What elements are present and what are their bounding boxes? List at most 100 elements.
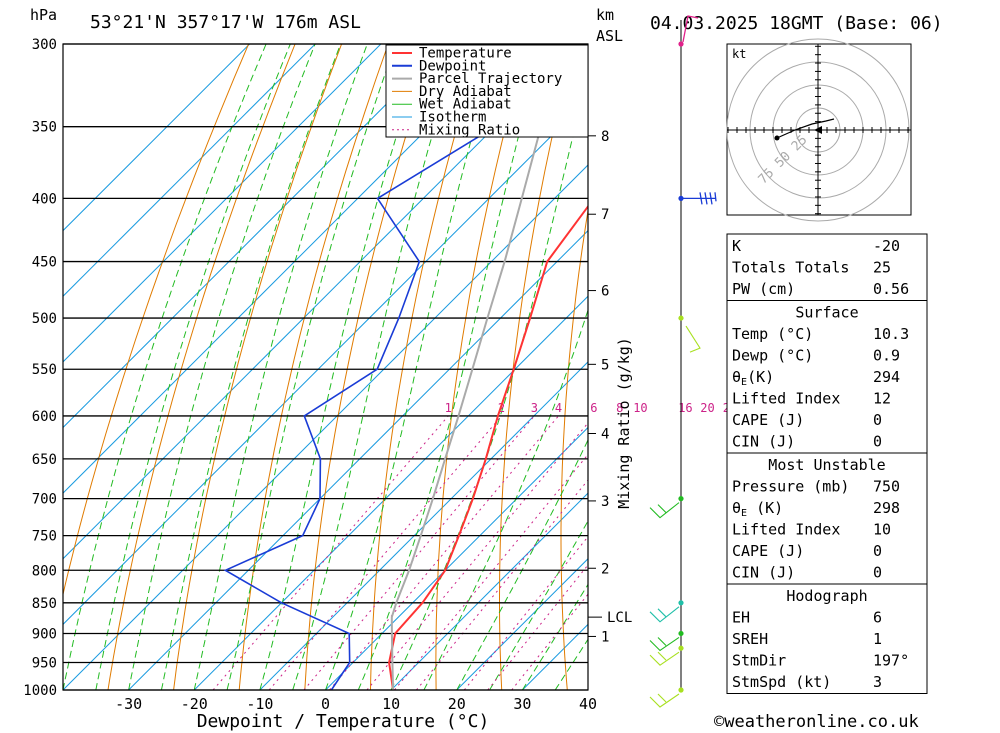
legend-entry-label: Wet Adiabat (419, 97, 512, 113)
pressure-tick-label: 700 (32, 492, 57, 508)
table-row-value: 298 (873, 499, 900, 517)
table-row-label: Pressure (mb) (732, 478, 849, 496)
temperature-tick-labels: -30 -20 -10 0 10 20 30 40 (115, 695, 597, 713)
wet-adiabat-line (193, 44, 368, 690)
pressure-tick-label: 950 (32, 655, 57, 671)
mixing-ratio-line (329, 415, 559, 690)
mixing-ratio-label: 4 (555, 401, 562, 415)
isotherm-line (456, 558, 588, 690)
wet-adiabat-line (521, 583, 588, 690)
hpa-axis-label: hPa (30, 6, 57, 24)
table-row-value: 0 (873, 433, 882, 451)
legend-entry-label: Temperature (419, 46, 512, 62)
km-axis-label: km (596, 6, 614, 24)
table-row-value: 10.3 (873, 325, 909, 343)
table-row-value: -20 (873, 237, 900, 255)
wind-barb-dot (678, 496, 684, 502)
wet-adiabat-line (128, 44, 316, 690)
table-section-box (726, 452, 928, 585)
table-section-title: Most Unstable (768, 456, 885, 474)
legend-entry-label: Dewpoint (419, 58, 486, 74)
km-tick-label: 7 (601, 207, 609, 223)
table-row-label: Temp (°C) (732, 325, 813, 343)
wind-barb (649, 651, 680, 666)
hodograph-unit-label: kt (732, 47, 746, 61)
wind-barb (685, 325, 701, 353)
datetime-title: 04.03.2025 18GMT (Base: 06) (650, 13, 943, 34)
wet-adiabat-line (63, 44, 267, 690)
isotherm-line (63, 44, 316, 297)
mixing-ratio-line (487, 564, 588, 690)
hodograph-point (774, 135, 780, 141)
wind-barb-dot (678, 630, 684, 637)
wind-barb-dot (678, 41, 684, 47)
mixing-ratio-line (212, 415, 449, 690)
wet-adiabat-line (292, 44, 461, 690)
isotherm-line (193, 295, 588, 690)
table-row-label: StmDir (732, 652, 786, 670)
plot-frame (62, 43, 589, 691)
table-row-value: 294 (873, 368, 900, 386)
hodograph-storm-marker (814, 126, 822, 134)
wind-barb-column (649, 15, 717, 708)
asl-axis-label: ASL (596, 27, 623, 45)
km-tick-label: 4 (601, 427, 609, 443)
km-tick-label: 1 (601, 629, 609, 645)
hodograph-trace (776, 118, 835, 139)
isotherm-line (390, 492, 588, 690)
temperature-tick-label: -10 (246, 695, 273, 713)
table-row-label: CIN (J) (732, 564, 795, 582)
table-row-label: CAPE (J) (732, 542, 804, 560)
mixing-ratio-line (463, 535, 588, 690)
table-section-title: Surface (795, 304, 858, 322)
table-row-label: K (732, 237, 741, 255)
dry-adiabat-line (238, 44, 389, 690)
legend-entry-label: Isotherm (419, 110, 486, 126)
mixing-ratio-label: 10 (633, 401, 647, 415)
wind-barb-dot (678, 195, 684, 201)
wind-barb-dot (678, 315, 684, 321)
temperature-tick-label: 0 (321, 695, 330, 713)
isotherm-line (63, 164, 588, 690)
wind-barb (649, 606, 680, 623)
table-row-label: Totals Totals (732, 259, 849, 277)
table-row-value: 25 (873, 259, 891, 277)
km-tick-label: 5 (601, 357, 609, 373)
km-tick-label: 2 (601, 561, 609, 577)
temperature-tick-label: 20 (448, 695, 466, 713)
table-row-value: 3 (873, 673, 882, 691)
wind-barb (682, 15, 699, 43)
temperature-tick-label: 30 (513, 695, 531, 713)
table-row-value: 6 (873, 609, 882, 627)
pressure-tick-label: 450 (32, 255, 57, 271)
isotherm-line (128, 229, 588, 690)
dry-adiabat-line (678, 44, 713, 690)
temperature-tick-label: -30 (115, 695, 142, 713)
table-row-value: 1 (873, 630, 882, 648)
isotherm-line (63, 44, 250, 232)
km-tick-label: 8 (601, 129, 609, 145)
table-row-value: 0.56 (873, 280, 909, 298)
table-row-value: 0.9 (873, 347, 900, 365)
dry-adiabat-line (107, 44, 296, 690)
isotherm-line (63, 44, 447, 429)
mixing-ratio-line (268, 415, 502, 690)
pressure-tick-label: 650 (32, 452, 57, 468)
mixing-ratio-label: 8 (616, 401, 623, 415)
legend-entry-label: Parcel Trajectory (419, 71, 562, 87)
table-row-value: 0 (873, 542, 882, 560)
wind-barb-dot (678, 687, 684, 693)
pressure-tick-label: 900 (32, 626, 57, 642)
table-row-label: θE(K) (732, 368, 774, 388)
mixing-ratio-label: 16 (678, 401, 692, 415)
pressure-tick-label: 800 (32, 563, 57, 579)
wet-adiabat-line (390, 72, 588, 690)
mixing-ratio-label: 1 (445, 401, 452, 415)
legend-entry-label: Dry Adiabat (419, 84, 512, 100)
isotherm-line (63, 98, 588, 626)
legend-box (385, 44, 589, 138)
table-section-box (726, 583, 928, 694)
lcl-label: LCL (607, 610, 632, 626)
